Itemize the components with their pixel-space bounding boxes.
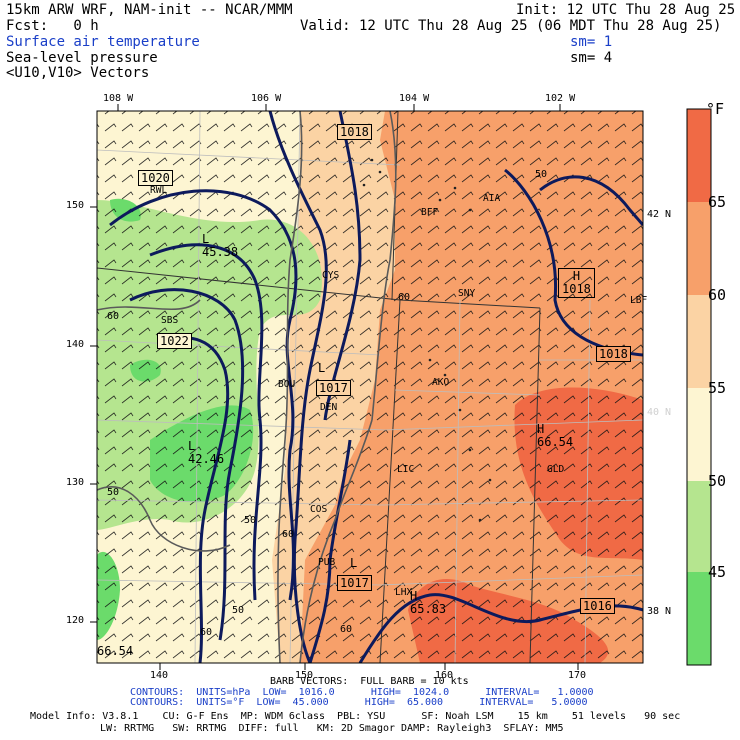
temp-contour-label: 50 (244, 515, 257, 526)
temp-contour-label: 60 (340, 624, 353, 635)
pressure-high-center: H 1018 (558, 268, 595, 299)
pressure-low-symbol: L (350, 556, 358, 570)
map-field (97, 111, 643, 663)
colorbar-label: 55 (708, 379, 727, 397)
forecast-hour: Fcst: 0 h (6, 18, 99, 34)
top-lon-label: 106 W (251, 93, 282, 104)
barb-legend: BARB VECTORS: FULL BARB = 10 kts (270, 676, 469, 687)
station-label: LBF (630, 295, 648, 306)
station-label: RWL (150, 185, 168, 196)
field-vectors-label: <U10,V10> Vectors (6, 65, 150, 81)
colorbar-label: 45 (708, 563, 727, 581)
right-lat-label: 42 N (647, 209, 672, 220)
init-time: Init: 12 UTC Thu 28 Aug 25 (516, 2, 736, 18)
bottom-tick-label: 140 (150, 670, 169, 681)
left-tick-label: 130 (66, 477, 85, 488)
pressure-contour-label: 1017 (337, 575, 372, 591)
station-label: BFF (421, 207, 439, 218)
model-info-line-2: LW: RRTMG SW: RRTMG DIFF: full KM: 2D Sm… (100, 723, 564, 734)
pressure-low-symbol: L (318, 361, 326, 375)
left-tick-label: 120 (66, 615, 85, 626)
colorbar (686, 108, 712, 666)
station-label: BOU (278, 379, 296, 390)
field-temperature-smoothing: sm= 1 (570, 34, 613, 50)
station-label: LHX (395, 587, 413, 598)
station-label: DEN (320, 402, 338, 413)
right-lat-label: 40 N (647, 407, 672, 418)
station-label: GLD (547, 464, 565, 475)
pressure-contour-info: CONTOURS: UNITS=hPa LOW= 1016.0 HIGH= 10… (130, 687, 594, 698)
station-label: AKO (432, 377, 450, 388)
colorbar-swatch-55-60 (687, 295, 711, 388)
temp-low-extreme: L 42.46 (188, 439, 225, 467)
valid-time: Valid: 12 UTC Thu 28 Aug 25 (06 MDT Thu … (300, 18, 722, 34)
temp-contour-label: 60 (107, 311, 120, 322)
bottom-tick-label: 160 (435, 670, 454, 681)
station-label: COS (310, 504, 328, 515)
temp-contour-label: 60 (200, 627, 213, 638)
temperature-contour-info: CONTOURS: UNITS=°F LOW= 45.000 HIGH= 65.… (130, 697, 588, 708)
temp-contour-label: 50 (107, 487, 120, 498)
field-pressure-smoothing: sm= 4 (570, 50, 613, 66)
pressure-contour-label: 1020 (138, 170, 173, 186)
temp-contour-label: 60 (282, 529, 295, 540)
bottom-tick-label: 150 (295, 670, 314, 681)
station-label: AIA (483, 193, 501, 204)
model-title: 15km ARW WRF, NAM-init -- NCAR/MMM (6, 2, 293, 18)
temp-contour-label: 60 (398, 292, 411, 303)
top-lon-label: 108 W (103, 93, 134, 104)
pressure-contour-label: 1017 (316, 380, 351, 396)
temp-high-extreme: H 66.54 (537, 422, 574, 450)
station-label: SBS (161, 315, 179, 326)
field-temperature-label: Surface air temperature (6, 34, 200, 50)
colorbar-swatch-45-50 (687, 481, 711, 572)
colorbar-label: 50 (708, 472, 727, 490)
colorbar-unit: °F (706, 100, 725, 118)
temp-contour-label: 50 (232, 605, 245, 616)
colorbar-label: 65 (708, 193, 727, 211)
colorbar-swatch-above-65 (687, 109, 711, 202)
pressure-contour-label: 1018 (596, 346, 631, 362)
temp-corner-value: 66.54 (97, 644, 134, 658)
colorbar-label: 60 (708, 286, 727, 304)
map-frame (96, 110, 644, 664)
left-tick-label: 140 (66, 339, 85, 350)
station-label: LIC (397, 464, 415, 475)
right-lat-label: 38 N (647, 606, 672, 617)
colorbar-swatch-50-55 (687, 388, 711, 481)
temp-low-extreme: L 45.38 (202, 232, 239, 260)
pressure-contour-label: 1016 (580, 598, 615, 614)
station-label: CYS (322, 270, 340, 281)
pressure-contour-label: 1018 (337, 124, 372, 140)
field-pressure-label: Sea-level pressure (6, 50, 158, 66)
left-tick-label: 150 (66, 200, 85, 211)
station-label: PUB (318, 557, 336, 568)
bottom-tick-label: 170 (568, 670, 587, 681)
temp-contour-label: 50 (535, 169, 548, 180)
colorbar-swatch-60-65 (687, 202, 711, 295)
temp-high-extreme: H 65.83 (410, 589, 447, 617)
model-info-line-1: Model Info: V3.8.1 CU: G-F Ens MP: WDM 6… (30, 711, 681, 722)
pressure-contour-label: 1022 (157, 333, 192, 349)
top-lon-label: 104 W (399, 93, 430, 104)
station-label: SNY (458, 288, 476, 299)
colorbar-swatch-below-45 (687, 572, 711, 665)
top-lon-label: 102 W (545, 93, 576, 104)
